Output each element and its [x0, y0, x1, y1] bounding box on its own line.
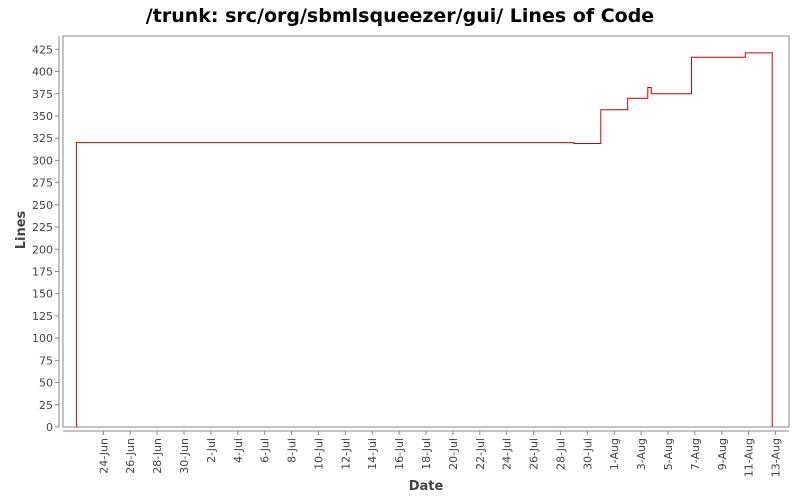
x-tick-label: 24-Jun — [97, 438, 110, 474]
x-tick-label: 30-Jul — [581, 438, 594, 470]
y-tick-label: 150 — [32, 288, 53, 301]
y-tick-label: 300 — [32, 154, 53, 167]
y-tick-label: 375 — [32, 88, 53, 101]
y-tick-label: 350 — [32, 110, 53, 123]
x-tick-label: 26-Jun — [124, 438, 137, 474]
x-tick-label: 4-Jul — [232, 438, 245, 463]
y-tick-label: 400 — [32, 66, 53, 79]
x-tick-label: 7-Aug — [689, 438, 702, 470]
y-tick-label: 250 — [32, 199, 53, 212]
x-axis-ticks: 24-Jun 26-Jun 28-Jun 30-Jun 2-Jul 4-Jul 6-Jul 8… — [97, 431, 783, 477]
x-tick-label: 3-Aug — [635, 438, 648, 470]
x-tick-label: 30-Jun — [178, 438, 191, 474]
y-tick-label: 75 — [39, 354, 53, 367]
x-axis-label: Date — [409, 479, 444, 494]
x-tick-label: 28-Jul — [554, 438, 567, 470]
x-tick-label: 9-Aug — [716, 438, 729, 470]
x-tick-label: 22-Jul — [474, 438, 487, 470]
y-tick-label: 225 — [32, 221, 53, 234]
x-tick-label: 28-Jun — [151, 438, 164, 474]
y-axis-label: Lines — [14, 210, 29, 249]
x-tick-label: 14-Jul — [366, 438, 379, 470]
series-line — [75, 52, 773, 427]
x-tick-label: 16-Jul — [393, 438, 406, 470]
x-tick-label: 11-Aug — [743, 438, 756, 477]
x-tick-label: 5-Aug — [662, 438, 675, 470]
x-tick-label: 1-Aug — [608, 438, 621, 470]
y-tick-label: 100 — [32, 332, 53, 345]
y-tick-label: 200 — [32, 243, 53, 256]
y-tick-label: 125 — [32, 310, 53, 323]
x-tick-label: 8-Jul — [286, 438, 299, 463]
x-tick-label: 13-Aug — [770, 438, 783, 477]
y-tick-label: 425 — [32, 43, 53, 56]
x-tick-label: 26-Jul — [528, 438, 541, 470]
x-tick-label: 20-Jul — [447, 438, 460, 470]
x-tick-label: 6-Jul — [259, 438, 272, 463]
y-tick-label: 25 — [39, 399, 53, 412]
y-axis-ticks: 0 25 50 75 100 125 150 175 200 225 250 275 300 325 350… — [32, 43, 59, 434]
plot-area — [62, 35, 790, 428]
chart-title: /trunk: src/org/sbmlsqueezer/gui/ Lines … — [146, 5, 654, 27]
y-tick-label: 0 — [46, 421, 53, 434]
y-tick-label: 325 — [32, 132, 53, 145]
x-tick-label: 2-Jul — [205, 438, 218, 463]
x-tick-label: 12-Jul — [339, 438, 352, 470]
y-tick-label: 275 — [32, 177, 53, 190]
x-tick-label: 24-Jul — [501, 438, 514, 470]
x-tick-label: 10-Jul — [312, 438, 325, 470]
y-tick-label: 175 — [32, 265, 53, 278]
x-tick-label: 18-Jul — [420, 438, 433, 470]
y-tick-label: 50 — [39, 377, 53, 390]
